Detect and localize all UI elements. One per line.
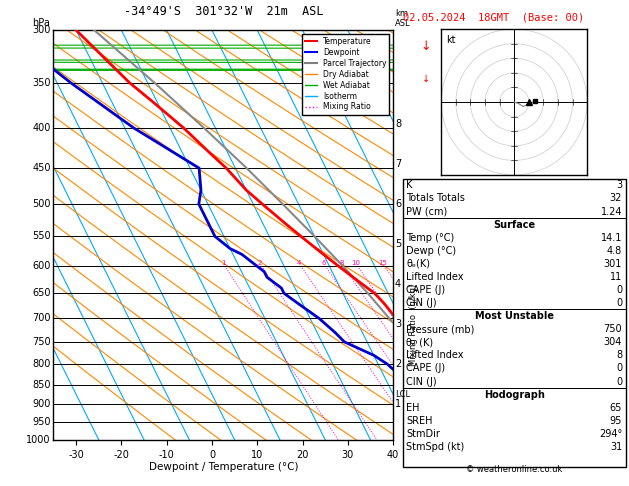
Text: 800: 800 — [33, 359, 51, 369]
Text: 0: 0 — [616, 377, 622, 386]
Text: 750: 750 — [603, 324, 622, 334]
Text: 900: 900 — [33, 399, 51, 409]
Text: Pressure (mb): Pressure (mb) — [406, 324, 475, 334]
Text: 1000: 1000 — [26, 435, 51, 445]
Text: 32: 32 — [610, 193, 622, 204]
Text: 2: 2 — [395, 359, 401, 369]
Text: 0: 0 — [616, 298, 622, 308]
Text: 304: 304 — [604, 337, 622, 347]
Text: CIN (J): CIN (J) — [406, 298, 437, 308]
Text: ↓: ↓ — [422, 74, 430, 84]
Text: ↓: ↓ — [421, 40, 431, 53]
Text: 3: 3 — [395, 319, 401, 329]
Text: 0: 0 — [616, 285, 622, 295]
Text: Lifted Index: Lifted Index — [406, 272, 464, 282]
Text: 2: 2 — [257, 260, 262, 266]
Text: PW (cm): PW (cm) — [406, 207, 448, 217]
Text: 8: 8 — [395, 119, 401, 129]
Text: 750: 750 — [32, 337, 51, 347]
Text: Totals Totals: Totals Totals — [406, 193, 465, 204]
Text: EH: EH — [406, 403, 420, 413]
Text: 4: 4 — [297, 260, 301, 266]
Text: 400: 400 — [33, 123, 51, 133]
Text: 7: 7 — [395, 159, 401, 169]
Text: 6: 6 — [321, 260, 326, 266]
Text: Hodograph: Hodograph — [484, 390, 545, 399]
Text: 4: 4 — [395, 279, 401, 289]
Text: θₑ(K): θₑ(K) — [406, 259, 430, 269]
Text: 14.1: 14.1 — [601, 233, 622, 243]
Text: K: K — [406, 180, 413, 191]
Text: 15: 15 — [378, 260, 387, 266]
Text: StmSpd (kt): StmSpd (kt) — [406, 442, 465, 452]
Text: Surface: Surface — [493, 220, 535, 229]
Text: Temp (°C): Temp (°C) — [406, 233, 455, 243]
Text: kt: kt — [446, 35, 455, 45]
Text: CAPE (J): CAPE (J) — [406, 364, 445, 373]
Text: Lifted Index: Lifted Index — [406, 350, 464, 361]
Text: Mixing Ratio  (g/kg): Mixing Ratio (g/kg) — [409, 284, 418, 366]
Text: Dewp (°C): Dewp (°C) — [406, 246, 457, 256]
Text: 850: 850 — [33, 380, 51, 389]
Text: km
ASL: km ASL — [395, 9, 411, 28]
Text: 65: 65 — [610, 403, 622, 413]
Text: 1.24: 1.24 — [601, 207, 622, 217]
Text: 700: 700 — [33, 313, 51, 324]
Text: 31: 31 — [610, 442, 622, 452]
Text: 5: 5 — [395, 239, 401, 249]
Text: LCL: LCL — [395, 390, 410, 399]
Text: θₑ (K): θₑ (K) — [406, 337, 433, 347]
Text: 6: 6 — [395, 199, 401, 209]
Text: 450: 450 — [33, 163, 51, 173]
Text: hPa: hPa — [33, 17, 50, 28]
Text: 3: 3 — [616, 180, 622, 191]
Text: 8: 8 — [616, 350, 622, 361]
Text: 1: 1 — [221, 260, 225, 266]
Text: 02.05.2024  18GMT  (Base: 00): 02.05.2024 18GMT (Base: 00) — [403, 12, 584, 22]
Text: 650: 650 — [33, 288, 51, 298]
Text: 10: 10 — [351, 260, 360, 266]
Text: 600: 600 — [33, 261, 51, 271]
Text: 1: 1 — [395, 399, 401, 409]
Text: StmDir: StmDir — [406, 429, 440, 439]
Text: SREH: SREH — [406, 416, 433, 426]
X-axis label: Dewpoint / Temperature (°C): Dewpoint / Temperature (°C) — [148, 462, 298, 472]
Text: 350: 350 — [33, 78, 51, 87]
Text: 550: 550 — [32, 231, 51, 242]
Text: 0: 0 — [616, 364, 622, 373]
Text: 300: 300 — [33, 25, 51, 35]
Text: 11: 11 — [610, 272, 622, 282]
Text: CIN (J): CIN (J) — [406, 377, 437, 386]
Text: 500: 500 — [33, 199, 51, 209]
Text: © weatheronline.co.uk: © weatheronline.co.uk — [466, 465, 562, 474]
Text: 301: 301 — [604, 259, 622, 269]
Legend: Temperature, Dewpoint, Parcel Trajectory, Dry Adiabat, Wet Adiabat, Isotherm, Mi: Temperature, Dewpoint, Parcel Trajectory… — [302, 34, 389, 115]
Text: CAPE (J): CAPE (J) — [406, 285, 445, 295]
Text: 95: 95 — [610, 416, 622, 426]
Text: 950: 950 — [33, 417, 51, 427]
Text: 8: 8 — [339, 260, 343, 266]
Text: Most Unstable: Most Unstable — [475, 311, 554, 321]
Text: 294°: 294° — [599, 429, 622, 439]
Text: -34°49'S  301°32'W  21m  ASL: -34°49'S 301°32'W 21m ASL — [123, 5, 323, 18]
Text: 4.8: 4.8 — [607, 246, 622, 256]
